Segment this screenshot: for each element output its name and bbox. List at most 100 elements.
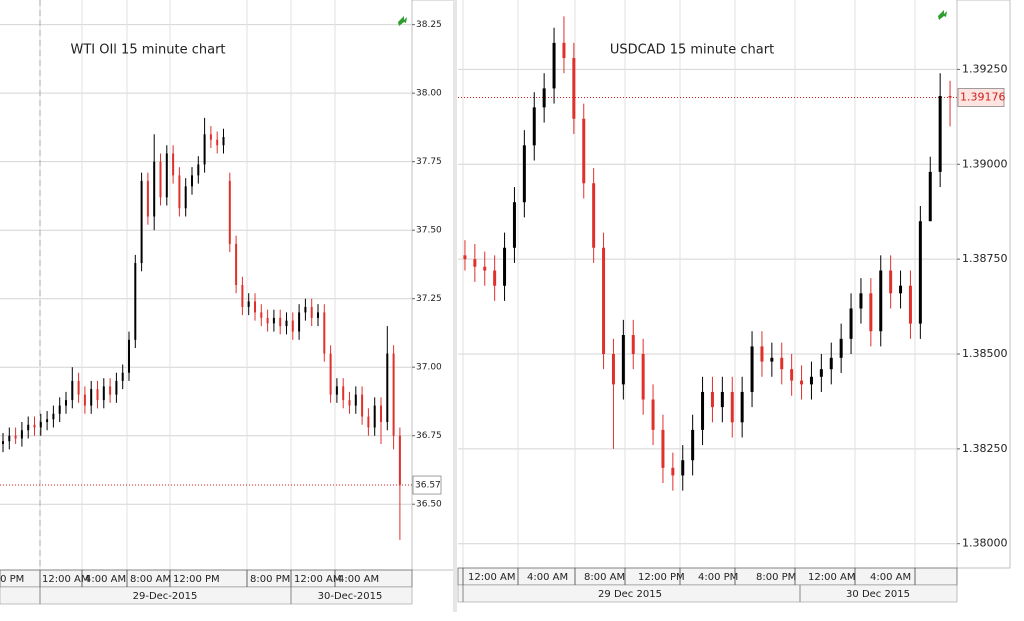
candle-body — [493, 270, 497, 286]
candle-body — [172, 153, 175, 176]
x-tick-label: 12:00 PM — [173, 574, 220, 585]
candle-body — [115, 380, 118, 395]
candle-body — [153, 161, 156, 217]
y-tick-label: 1.38500 — [962, 347, 1008, 360]
y-tick-label: 37.00 — [416, 363, 442, 373]
y-tick-label: 37.25 — [416, 294, 442, 304]
candle-body — [572, 58, 576, 119]
candle-body — [819, 369, 823, 377]
candle-body — [790, 369, 794, 381]
plot-area — [458, 0, 957, 568]
candle-body — [14, 435, 17, 439]
candle-body — [254, 301, 256, 313]
candle-body — [178, 175, 181, 209]
candle-body — [184, 186, 187, 209]
panel-divider — [453, 0, 457, 612]
candle-body — [552, 42, 556, 89]
candle-body — [928, 171, 932, 222]
candle-body — [203, 134, 206, 165]
y-tick-label: 37.50 — [416, 226, 442, 236]
candle-body — [2, 441, 4, 444]
last-price-box — [957, 88, 1005, 107]
candle-body — [869, 293, 873, 332]
candle-body — [140, 180, 143, 264]
candle-body — [701, 391, 705, 430]
candle-body — [631, 335, 635, 355]
candle-body — [46, 419, 49, 423]
candle-body — [191, 175, 193, 187]
date-axis — [457, 584, 958, 603]
candle-body — [128, 339, 130, 373]
candle-body — [398, 435, 401, 486]
date-label: 29-Dec-2015 — [133, 591, 198, 602]
x-tick-label: 8:00 AM — [130, 574, 171, 585]
candle-body — [134, 263, 137, 340]
candle-body — [750, 346, 754, 392]
x-tick-label: 8:00 PM — [250, 574, 290, 585]
date-label: 30-Dec-2015 — [318, 591, 383, 602]
candle-body — [304, 306, 307, 313]
y-tick-label: 37.75 — [416, 157, 442, 167]
candle-body — [800, 380, 804, 385]
candle-body — [58, 405, 61, 414]
status-icon — [398, 16, 407, 26]
y-tick-label: 1.38000 — [962, 537, 1008, 550]
date-label: 29 Dec 2015 — [598, 589, 662, 600]
candle-body — [8, 435, 11, 442]
candle-body — [938, 95, 942, 172]
date-axis — [0, 586, 413, 605]
candle-body — [542, 88, 546, 108]
plot-area — [0, 0, 412, 570]
last-price-label: 1.39176 — [960, 91, 1006, 104]
candle-body — [809, 376, 813, 385]
candle-body — [780, 357, 784, 370]
candle-body — [602, 247, 606, 355]
y-tick-label: 36.75 — [416, 431, 442, 441]
candle-body — [317, 312, 319, 318]
candle-body — [298, 312, 301, 332]
candle-body — [285, 320, 288, 327]
y-tick-label: 1.39000 — [962, 157, 1008, 170]
candle-body — [33, 424, 36, 428]
candle-body — [146, 180, 149, 217]
candle-body — [730, 391, 734, 423]
y-tick-label: 38.00 — [416, 89, 442, 99]
candle-body — [691, 429, 695, 461]
candle-body — [83, 394, 86, 406]
candle-body — [342, 386, 345, 401]
x-tick-label: 8:00 PM — [756, 572, 796, 583]
candle-body — [373, 405, 376, 428]
candle-body — [592, 183, 596, 248]
candle-body — [323, 312, 326, 354]
candle-body — [463, 255, 467, 260]
candle-body — [272, 317, 275, 324]
x-tick-label: 12:00 PM — [638, 572, 685, 583]
candle-body — [367, 416, 370, 428]
x-tick-label: 4:00 AM — [870, 572, 911, 583]
x-tick-label: 12:00 AM — [42, 574, 89, 585]
candle-body — [720, 391, 724, 408]
candle-body — [899, 285, 903, 294]
x-tick-label: 4:00 AM — [527, 572, 568, 583]
candle-body — [65, 400, 67, 406]
candle-body — [770, 357, 774, 362]
candle-body — [235, 243, 238, 285]
candle-body — [291, 320, 294, 332]
candle-body — [71, 380, 74, 401]
candle-body — [361, 394, 364, 417]
y-tick-label: 38.25 — [416, 20, 442, 30]
candle-body — [39, 422, 42, 428]
candle-body — [641, 354, 645, 400]
candle-body — [760, 346, 764, 362]
candle-body — [228, 180, 231, 244]
candle-body — [310, 306, 313, 318]
candle-body — [889, 270, 893, 294]
candle-body — [503, 247, 507, 286]
candle-body — [90, 389, 93, 406]
chart-panel: 1.38000 1.38250 1.38500 1.38750 1.39000 1.392… — [457, 0, 1011, 603]
candle-body — [859, 293, 863, 309]
candle-body — [380, 405, 382, 423]
candle-body — [661, 429, 665, 468]
candle-body — [335, 386, 338, 395]
